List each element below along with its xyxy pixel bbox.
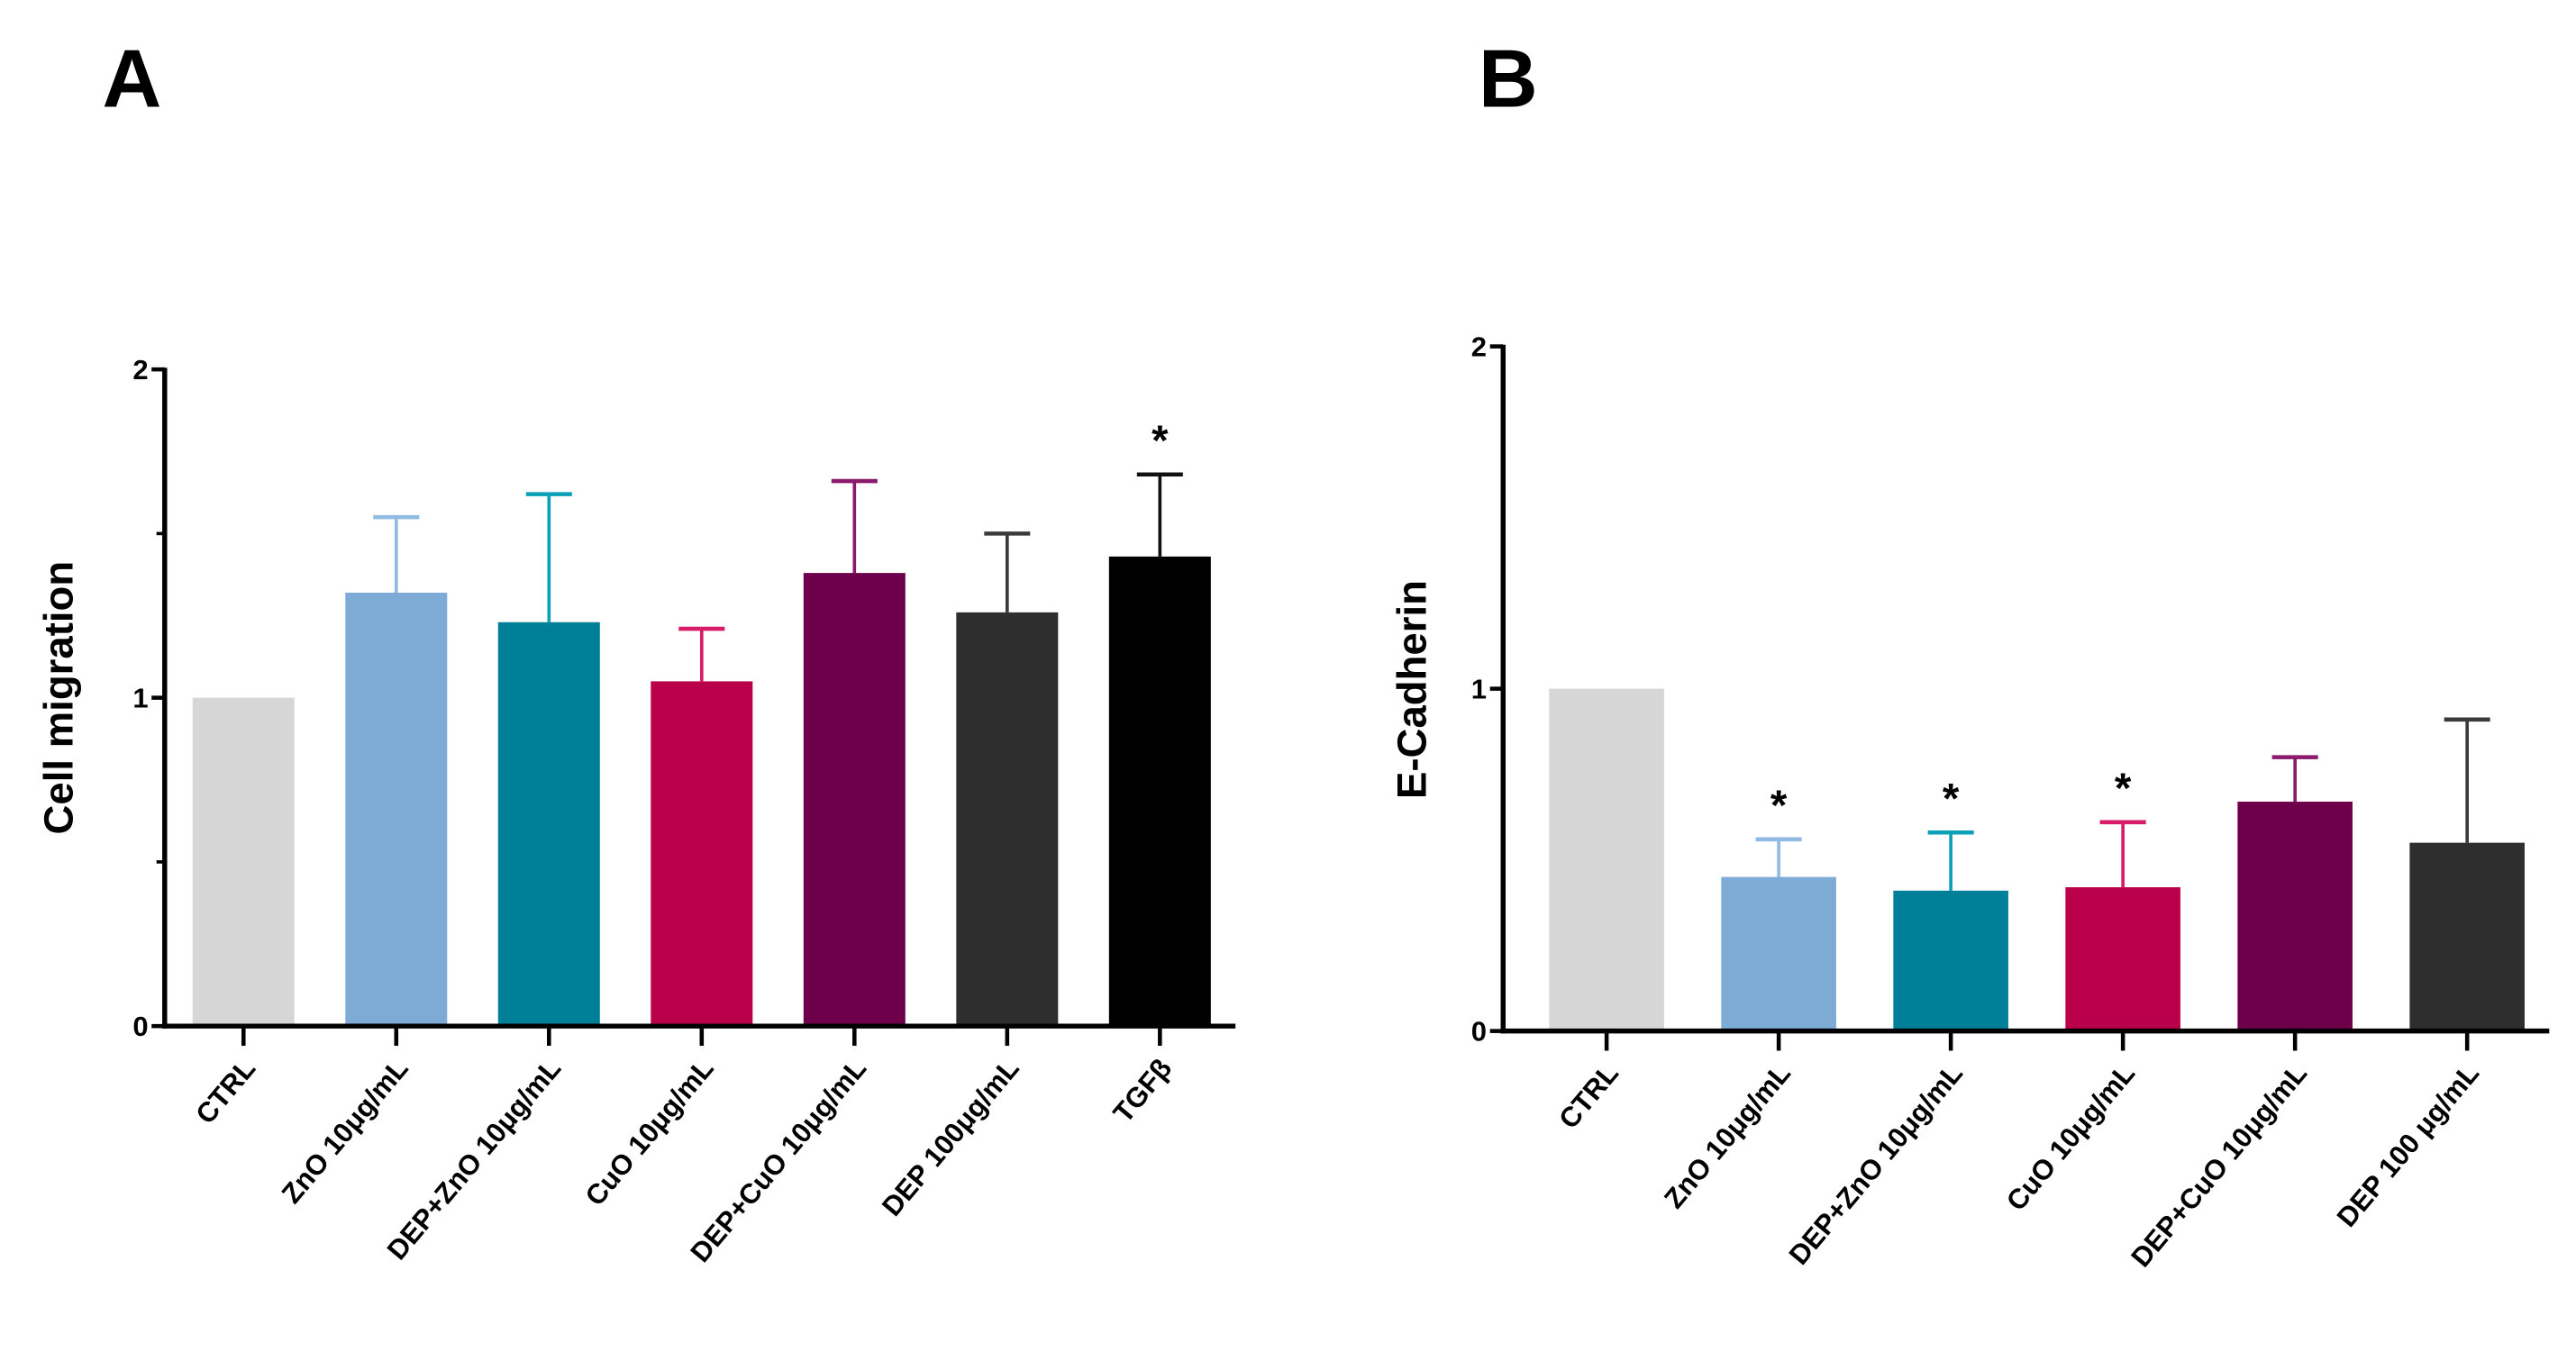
x-tick-label: CTRL xyxy=(189,1053,261,1130)
x-tick-label: DEP 100 μg/mL xyxy=(2331,1057,2485,1233)
significance-marker: * xyxy=(1151,417,1169,465)
significance-marker: * xyxy=(1770,782,1788,830)
bar xyxy=(2409,842,2525,1031)
y-tick-label: 1 xyxy=(1471,674,1487,705)
y-tick-label: 0 xyxy=(132,1011,148,1042)
bar xyxy=(345,592,448,1027)
y-tick-label: 2 xyxy=(132,354,148,386)
x-tick-label: DEP+ZnO 10μg/mL xyxy=(381,1053,568,1266)
x-tick-label: DEP+CuO 10μg/mL xyxy=(684,1053,872,1268)
bar xyxy=(651,681,753,1027)
bar xyxy=(803,573,906,1027)
x-tick-label: DEP+CuO 10μg/mL xyxy=(2125,1057,2313,1273)
y-tick-label: 1 xyxy=(132,683,148,714)
bar xyxy=(1108,556,1211,1027)
x-tick-label: CuO 10μg/mL xyxy=(2000,1057,2141,1217)
panel-label-b: B xyxy=(1479,33,1538,124)
bar xyxy=(2237,802,2353,1031)
y-axis-label-a: Cell migration xyxy=(36,561,82,835)
significance-marker: * xyxy=(2115,765,2132,812)
bar xyxy=(192,697,295,1027)
significance-marker: * xyxy=(1943,775,1960,822)
x-tick-label: CuO 10μg/mL xyxy=(579,1053,720,1212)
y-axis-label-b: E-Cadherin xyxy=(1389,580,1435,799)
bar xyxy=(1893,890,2008,1031)
x-tick-label: DEP+ZnO 10μg/mL xyxy=(1782,1057,1969,1271)
bar xyxy=(956,612,1059,1027)
x-tick-label: TGFβ xyxy=(1107,1053,1179,1129)
x-tick-label: CTRL xyxy=(1552,1057,1625,1135)
y-tick-label: 2 xyxy=(1471,331,1487,363)
x-tick-label: DEP 100μg/mL xyxy=(876,1053,1025,1222)
panel-label-a: A xyxy=(103,33,162,124)
bar xyxy=(1721,876,1836,1031)
x-tick-label: ZnO 10μg/mL xyxy=(1658,1057,1797,1214)
bar xyxy=(2065,887,2180,1031)
x-tick-label: ZnO 10μg/mL xyxy=(276,1053,414,1210)
bar xyxy=(1549,688,1664,1031)
bar xyxy=(497,622,600,1027)
y-tick-label: 0 xyxy=(1471,1016,1487,1048)
chart-b-e-cadherin: B E-Cadherin CTRL * ZnO 10μg/mL * DEP+ZnO 10… xyxy=(1389,33,2550,1273)
chart-a-cell-migration: A Cell migration CTRL ZnO 10μg/mLDEP+ZnO … xyxy=(36,33,1236,1268)
